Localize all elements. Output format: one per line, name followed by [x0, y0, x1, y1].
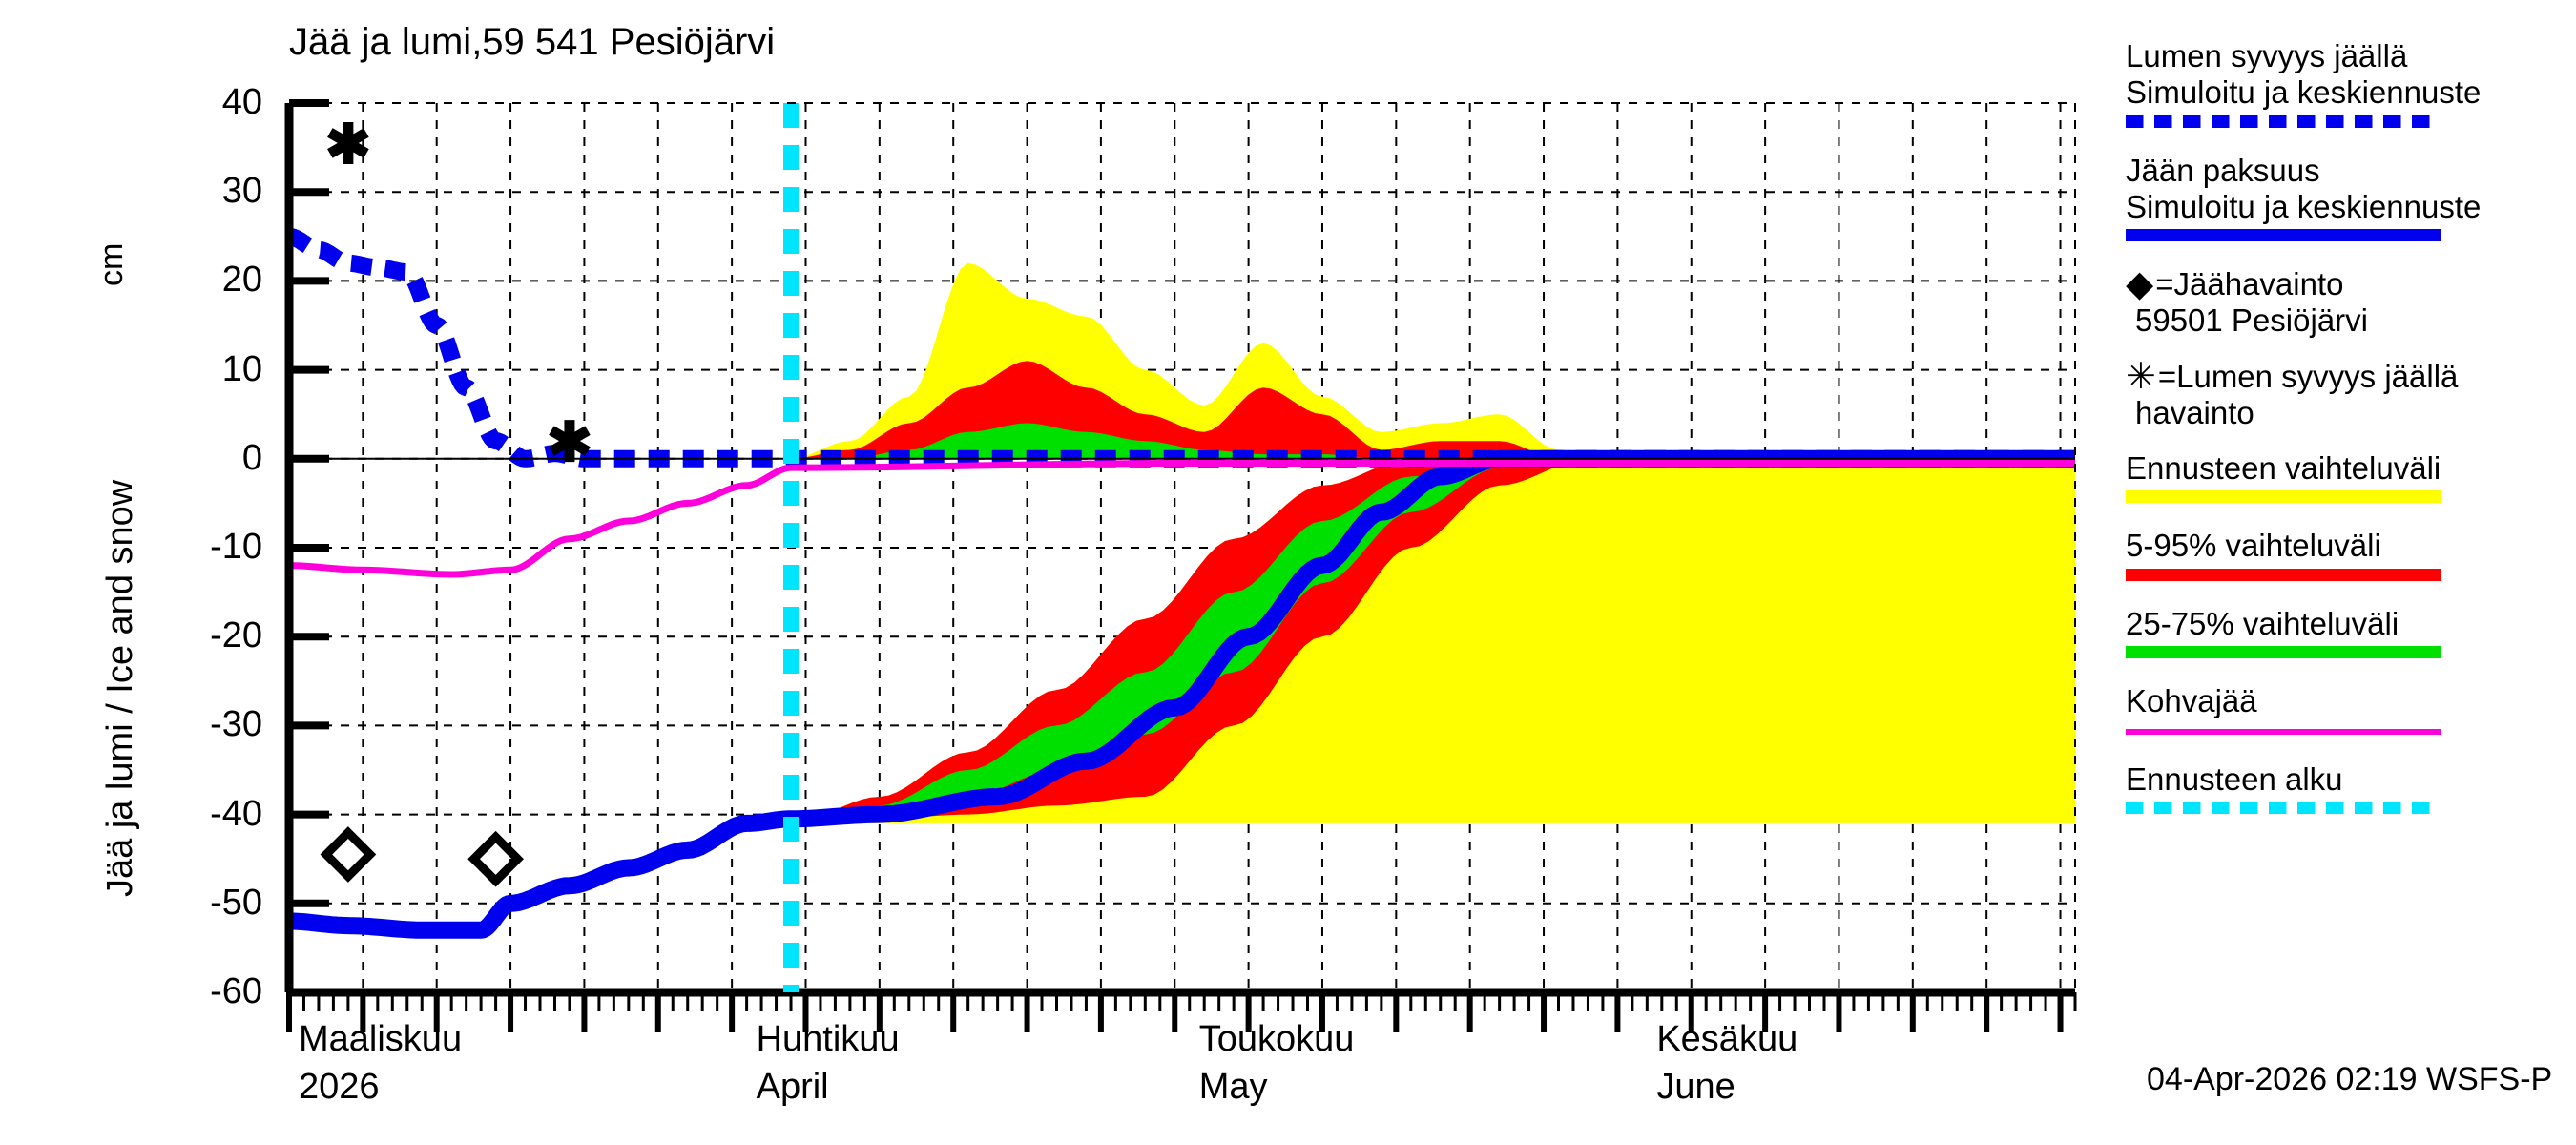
x-tick-label-en: April — [756, 1067, 829, 1107]
legend-swatch-p2575 — [2126, 645, 2441, 658]
legend-snow-observation: ✳ =Lumen syvyys jäällä — [2126, 359, 2574, 395]
legend-ice-observation: ◆ =Jäähavainto — [2126, 266, 2574, 302]
ice-band-p2575-green — [791, 458, 2075, 823]
x-tick-label-fi: Kesäkuu — [1656, 1019, 1798, 1059]
diamond-icon: ◆ — [2126, 264, 2154, 305]
x-tick-label-en: June — [1656, 1067, 1735, 1107]
ice-observation-marker — [320, 826, 377, 883]
chart-title: Jää ja lumi,59 541 Pesiöjärvi — [289, 21, 776, 63]
y-tick-label: -30 — [210, 704, 262, 745]
legend-swatch-kohvajaa — [2126, 729, 2441, 736]
timestamp: 04-Apr-2026 02:19 WSFS-P — [2147, 1061, 2553, 1097]
snow-band-p2575-green — [791, 423, 2075, 459]
y-tick-label: -60 — [210, 971, 262, 1011]
y-tick-label: -40 — [210, 793, 262, 834]
series-ice-thickness-sim — [284, 449, 2075, 939]
legend-swatch-ice-sim — [2126, 229, 2441, 242]
legend-ice-title-1: Jään paksuus — [2126, 152, 2320, 188]
legend-snow-obs-label: =Lumen syvyys jäällä — [2157, 358, 2459, 394]
legend-kohvajaa-label: Kohvajää — [2126, 682, 2257, 718]
ice-observation-marker — [467, 830, 524, 887]
legend-swatch-p595 — [2126, 568, 2441, 581]
legend-swatch-range — [2126, 490, 2441, 504]
legend-swatch-forecast-start — [2126, 802, 2441, 815]
asterisk-icon: ✳ — [2126, 356, 2156, 397]
y-tick-label: -20 — [210, 615, 262, 656]
y-tick-label: 20 — [221, 260, 262, 301]
legend-snow-title-1: Lumen syvyys jäällä — [2126, 38, 2408, 73]
y-tick-label: 40 — [221, 82, 262, 122]
y-tick-label: 30 — [221, 171, 262, 212]
y-tick-label: -10 — [210, 527, 262, 567]
legend-snow-title-2: Simuloitu ja keskiennuste — [2126, 74, 2482, 111]
snow-band-p595-red — [791, 361, 2075, 459]
series-snow-depth-sim — [282, 227, 2075, 468]
legend-ice-title-2: Simuloitu ja keskiennuste — [2126, 188, 2482, 224]
snow-observation-marker — [549, 420, 591, 463]
x-tick-label-en: 2026 — [299, 1067, 380, 1107]
x-tick-label-fi: Huhtikuu — [756, 1019, 900, 1059]
x-tick-label-fi: Toukokuu — [1198, 1019, 1355, 1059]
y-tick-label: -50 — [210, 882, 262, 923]
legend-range-label: Ennusteen vaihteluväli — [2126, 450, 2441, 487]
legend-snow-obs-label2: havainto — [2135, 394, 2254, 430]
legend-swatch-snow-sim — [2126, 114, 2441, 128]
chart-legend: Lumen syvyys jäällä Simuloitu ja keskien… — [2126, 38, 2574, 820]
legend-p595-label: 5-95% vaihteluväli — [2126, 528, 2381, 564]
x-tick-label-en: May — [1198, 1067, 1268, 1107]
y-tick-label: 0 — [241, 437, 262, 478]
legend-ice-obs-label: =Jäähavainto — [2155, 266, 2344, 302]
y-tick-label: 10 — [221, 348, 262, 389]
series-kohvajaa — [288, 460, 2075, 578]
snow-observation-marker — [327, 121, 369, 164]
legend-forecast-start-label: Ennusteen alku — [2126, 761, 2343, 798]
legend-p2575-label: 25-75% vaihteluväli — [2126, 605, 2399, 641]
legend-ice-obs-station: 59501 Pesiöjärvi — [2135, 302, 2368, 339]
